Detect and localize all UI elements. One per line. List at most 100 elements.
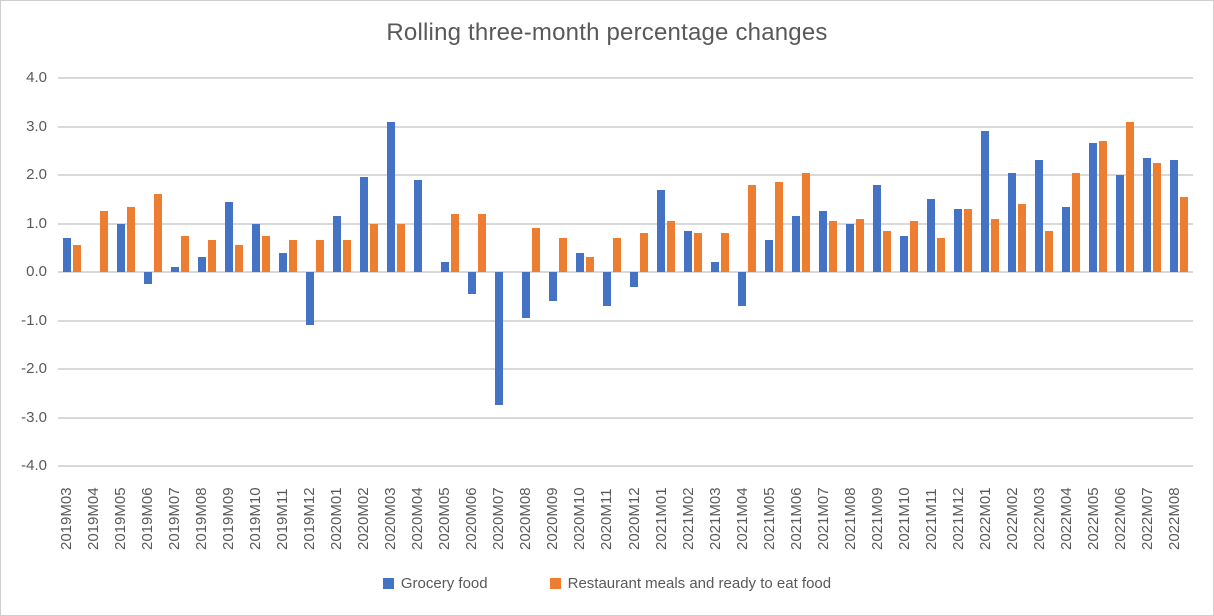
x-tick-label: 2020M10 [571, 487, 589, 551]
grocery-food-bar-2021M12 [954, 208, 963, 272]
y-tick-label: -3.0 [21, 408, 47, 426]
x-tick-label: 2020M11 [598, 488, 616, 550]
restaurant-meals-bar-2022M07 [1153, 162, 1162, 272]
x-tick-label: 2021M10 [895, 487, 913, 551]
gridline [58, 271, 1193, 273]
x-tick-label: 2020M06 [463, 487, 481, 551]
x-tick-label: 2021M02 [679, 487, 697, 551]
x-tick-label: 2019M07 [166, 487, 184, 551]
restaurant-meals-bar-2021M09 [883, 230, 892, 272]
x-tick-label: 2019M11 [274, 488, 292, 550]
grocery-food-bar-2019M09 [224, 201, 233, 272]
x-tick-label: 2021M11 [922, 488, 940, 550]
restaurant-meals-bar-2020M01 [342, 240, 351, 272]
grocery-food-bar-2021M05 [765, 240, 774, 272]
x-tick-label: 2021M12 [949, 487, 967, 551]
y-tick-label: 2.0 [26, 166, 47, 183]
grocery-food-bar-2021M10 [900, 235, 909, 272]
grocery-food-bar-2019M08 [197, 257, 206, 272]
grocery-food-bar-2019M07 [170, 267, 179, 272]
x-axis: 2019M03 2019M04 2019M05 2019M06 2019M07 2019M… [58, 473, 1193, 569]
restaurant-meals-bar-2021M01 [667, 221, 676, 272]
grocery-food-bar-2020M05 [440, 262, 449, 272]
restaurant-meals-bar-2021M07 [829, 221, 838, 272]
x-tick-label: 2020M12 [625, 487, 643, 551]
restaurant-meals-bar-2019M11 [288, 240, 297, 272]
grocery-food-bar-2022M05 [1089, 143, 1098, 272]
x-tick-label: 2020M03 [382, 487, 400, 551]
grocery-food-bar-2022M01 [981, 131, 990, 272]
legend-swatch-restaurant-meals [549, 578, 561, 589]
restaurant-meals-bar-2019M10 [261, 235, 270, 272]
x-tick-label: 2019M09 [220, 487, 238, 551]
restaurant-meals-bar-2019M12 [315, 240, 324, 272]
legend-label-restaurant-meals: Restaurant meals and ready to eat food [567, 575, 832, 592]
x-tick-label: 2022M02 [1003, 487, 1021, 551]
x-tick-label: 2022M06 [1111, 487, 1129, 551]
legend: Grocery food Restaurant meals and ready … [1, 575, 1213, 592]
y-tick-label: 1.0 [26, 214, 47, 232]
restaurant-meals-bar-2021M02 [694, 233, 703, 272]
gridline [58, 125, 1193, 128]
restaurant-meals-bar-2021M04 [748, 184, 757, 272]
restaurant-meals-bar-2019M08 [207, 240, 216, 272]
y-tick-label: 3.0 [26, 117, 47, 135]
x-tick-label: 2020M07 [490, 487, 508, 551]
restaurant-meals-bar-2022M05 [1099, 141, 1108, 272]
legend-swatch-grocery-food [382, 578, 394, 589]
x-tick-label: 2021M05 [760, 487, 778, 551]
restaurant-meals-bar-2020M02 [369, 223, 378, 272]
y-tick-label: -2.0 [21, 360, 47, 377]
restaurant-meals-bar-2020M08 [531, 228, 540, 272]
x-tick-label: 2021M06 [787, 487, 805, 551]
grocery-food-bar-2019M11 [278, 252, 287, 272]
x-tick-label: 2021M07 [814, 487, 832, 551]
legend-item-grocery-food: Grocery food [382, 575, 488, 592]
x-tick-label: 2019M05 [112, 487, 130, 551]
restaurant-meals-bar-2020M11 [612, 238, 621, 272]
x-tick-label: 2020M08 [517, 487, 535, 551]
grocery-food-bar-2021M02 [684, 230, 693, 272]
restaurant-meals-bar-2019M04 [99, 211, 108, 272]
gridline [58, 416, 1193, 419]
restaurant-meals-bar-2020M03 [396, 223, 405, 272]
grocery-food-bar-2019M03 [62, 238, 71, 272]
restaurant-meals-bar-2022M02 [1018, 204, 1027, 272]
x-tick-label: 2020M04 [409, 487, 427, 551]
grocery-food-bar-2021M01 [657, 189, 666, 272]
restaurant-meals-bar-2021M08 [856, 218, 865, 272]
grocery-food-bar-2022M02 [1008, 172, 1017, 272]
x-tick-label: 2022M01 [976, 487, 994, 551]
grocery-food-bar-2022M03 [1035, 160, 1044, 272]
restaurant-meals-bar-2021M12 [964, 208, 973, 272]
grocery-food-bar-2020M10 [575, 252, 584, 272]
x-tick-label: 2022M05 [1084, 487, 1102, 551]
grocery-food-bar-2020M06 [467, 272, 476, 294]
grocery-food-bar-2021M07 [819, 211, 828, 272]
x-tick-label: 2019M08 [193, 487, 211, 551]
restaurant-meals-bar-2021M05 [775, 182, 784, 272]
restaurant-meals-bar-2019M07 [180, 235, 189, 272]
grocery-food-bar-2020M04 [413, 179, 422, 272]
x-tick-label: 2022M08 [1165, 487, 1183, 551]
restaurant-meals-bar-2019M03 [72, 245, 81, 272]
y-tick-label: -1.0 [21, 311, 47, 329]
grocery-food-bar-2022M04 [1062, 206, 1071, 272]
x-tick-label: 2020M02 [355, 487, 373, 551]
restaurant-meals-bar-2020M05 [450, 213, 459, 272]
x-tick-label: 2020M05 [436, 487, 454, 551]
restaurant-meals-bar-2020M10 [585, 257, 594, 272]
x-tick-label: 2022M04 [1057, 487, 1075, 551]
grocery-food-bar-2019M05 [116, 223, 125, 272]
gridline [58, 174, 1193, 176]
chart-title: Rolling three-month percentage changes [386, 19, 828, 46]
grocery-food-bar-2022M08 [1170, 160, 1179, 272]
restaurant-meals-bar-2020M06 [477, 213, 486, 272]
grocery-food-bar-2021M04 [738, 272, 747, 306]
x-tick-label: 2019M12 [301, 487, 319, 551]
grocery-food-bar-2020M01 [332, 216, 341, 272]
plot-area [58, 77, 1193, 467]
x-tick-label: 2021M01 [652, 487, 670, 551]
restaurant-meals-bar-2020M12 [640, 233, 648, 272]
